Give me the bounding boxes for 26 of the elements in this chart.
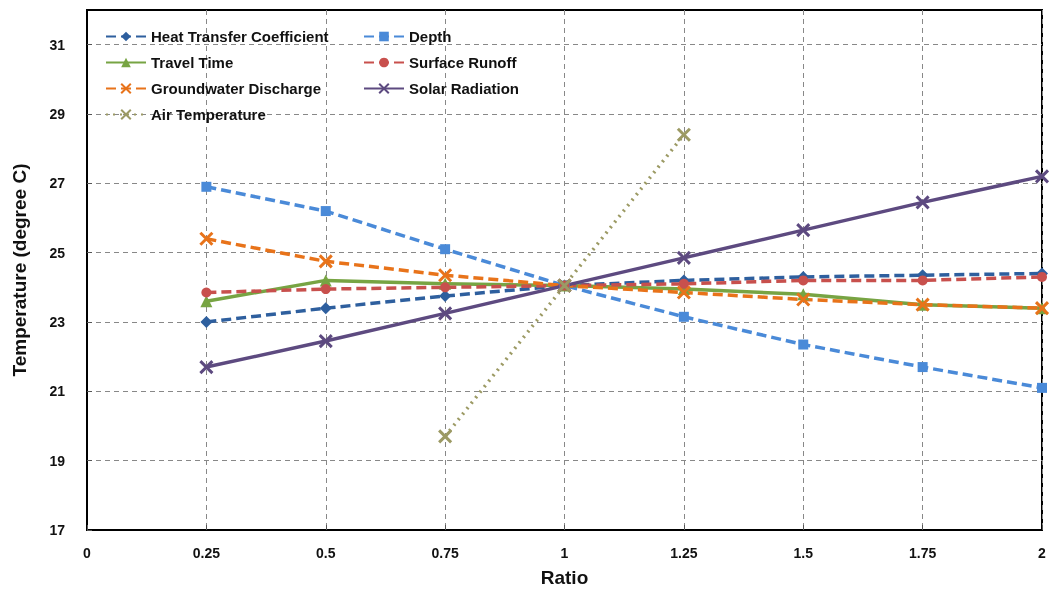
x-tick-label: 1.25 — [670, 545, 698, 561]
y-tick-label: 29 — [49, 106, 66, 122]
x-tick-label: 0.25 — [192, 545, 221, 561]
y-tick-label: 27 — [49, 175, 66, 192]
x-tick-label: 2 — [1038, 545, 1047, 561]
x-tick-label: 1.5 — [793, 545, 814, 561]
legend-label: Depth — [409, 28, 452, 45]
legend-label: Air Temperature — [151, 106, 266, 123]
x-axis-title: Ratio — [540, 567, 589, 588]
y-tick-label: 21 — [49, 383, 66, 400]
y-tick-label: 31 — [49, 36, 66, 53]
legend-label: Heat Transfer Coefficient — [151, 28, 329, 45]
legend-label: Travel Time — [151, 54, 234, 71]
y-tick-label: 25 — [49, 244, 66, 261]
x-tick-label: 0.5 — [316, 545, 336, 561]
x-tick-label: 0.75 — [431, 545, 459, 561]
y-axis-title: Temperature (degree C) — [9, 163, 30, 377]
x-tick-label: 1 — [560, 545, 569, 561]
y-tick-label: 19 — [49, 452, 66, 469]
legend-label: Solar Radiation — [409, 80, 520, 97]
y-tick-label: 23 — [49, 314, 66, 330]
x-tick-label: 0 — [83, 545, 92, 561]
y-tick-label: 17 — [49, 522, 66, 538]
legend-label: Surface Runoff — [409, 54, 518, 71]
legend-label: Groundwater Discharge — [151, 80, 322, 97]
x-tick-label: 1.75 — [909, 545, 937, 561]
